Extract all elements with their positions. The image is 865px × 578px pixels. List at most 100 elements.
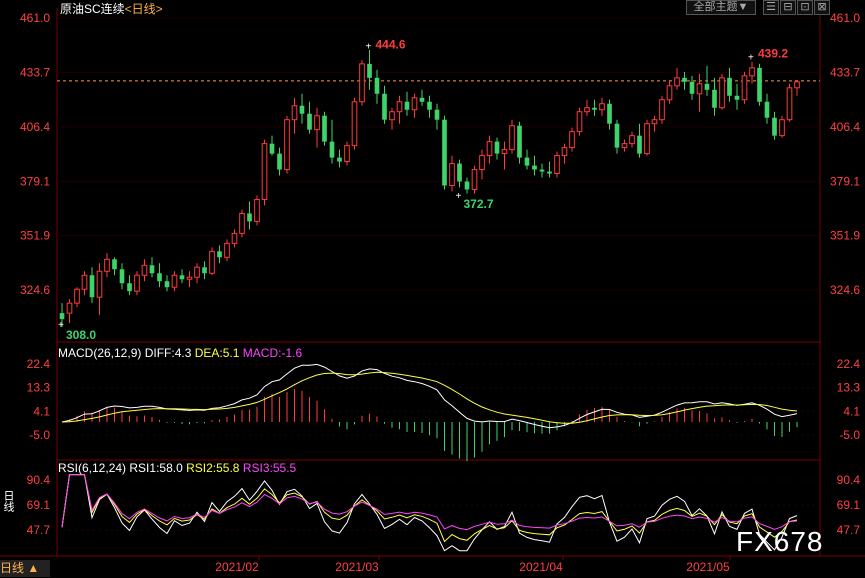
candle-body-down	[217, 251, 222, 258]
candle-body-down	[202, 267, 207, 274]
price-annotation: 444.6	[376, 38, 406, 52]
candle-body-up	[749, 67, 755, 77]
candle-body-down	[764, 101, 770, 118]
x-axis-label: 2021/05	[686, 560, 730, 574]
candle-body-down	[682, 77, 687, 82]
price-annotation: 308.0	[66, 328, 96, 342]
candle-body-up	[261, 143, 268, 200]
rsi3-line	[61, 474, 798, 531]
candle-body-down	[149, 265, 155, 274]
candle-body-down	[442, 119, 447, 186]
macd-legend: MACD(26,12,9) DIFF:4.3 DEA:5.1 MACD:-1.6	[58, 346, 302, 360]
candle-body-up	[644, 123, 650, 155]
candle-body-up	[479, 155, 485, 171]
candle-body-down	[734, 95, 740, 100]
candle-body-up	[141, 264, 148, 276]
candle-body-down	[112, 259, 117, 270]
rsi1-line	[61, 474, 798, 552]
candle-body-down	[434, 109, 440, 120]
candle-body-up	[231, 232, 238, 244]
candle-body-up	[621, 143, 628, 149]
price-tick-left: 351.9	[20, 229, 50, 243]
candle-body-up	[351, 101, 358, 147]
candle-body-up	[696, 83, 703, 95]
candle-body-up	[209, 250, 215, 274]
title-text: 原油SC连续	[60, 2, 125, 16]
candle-body-up	[291, 105, 298, 121]
rsi-legend: RSI(6,12,24) RSI1:58.0 RSI2:55.8 RSI3:55…	[58, 461, 296, 475]
candle-body-up	[239, 212, 245, 234]
candle-body-down	[607, 103, 612, 124]
candle-body-down	[757, 67, 762, 102]
period-tab[interactable]: 日线 ▲	[0, 560, 50, 577]
instrument-title: 原油SC连续<日线>	[60, 0, 163, 17]
rsi2-value: RSI2:55.8	[186, 461, 240, 475]
annotation-marker: +	[366, 42, 372, 53]
candle-body-up	[186, 276, 193, 280]
candle-body-down	[322, 115, 327, 142]
candle-body-up	[561, 147, 568, 157]
candle-body-up	[449, 163, 455, 187]
maximize-panel-button[interactable]: ⊡	[797, 0, 813, 15]
rsi2-line	[61, 474, 798, 543]
macd-macd-value: MACD:-1.6	[242, 346, 303, 360]
x-axis-label: 2021/04	[519, 560, 563, 574]
candle-body-up	[794, 81, 800, 89]
candle-body-down	[524, 157, 530, 166]
price-tick-left: 324.6	[20, 283, 50, 297]
candle-body-down	[367, 63, 372, 78]
list-button[interactable]: ☰	[763, 0, 779, 15]
rsi-tick-right: 90.4	[837, 473, 861, 487]
candle-body-up	[74, 288, 80, 304]
candle-body-up	[786, 87, 793, 121]
macd-diff-line	[61, 363, 798, 429]
rsi-tick-left: 90.4	[27, 473, 51, 487]
candle-body-down	[419, 97, 425, 102]
annotation-marker: +	[58, 320, 64, 331]
rsi-tick-right: 47.7	[837, 523, 861, 537]
macd-tick-right: 22.4	[837, 357, 861, 371]
candle-body-up	[501, 149, 508, 155]
period-tab-label: 日线	[0, 561, 25, 575]
candle-body-up	[651, 119, 658, 125]
macd-legend-label: MACD(26,12,9)	[58, 346, 142, 360]
price-tick-right: 406.4	[830, 120, 860, 134]
price-tick-right: 379.1	[830, 174, 860, 188]
candle-body-down	[277, 153, 282, 170]
candle-body-down	[247, 213, 252, 222]
candle-body-down	[157, 273, 162, 282]
price-tick-left: 433.7	[20, 65, 50, 79]
candle-body-up	[741, 75, 748, 101]
candle-body-up	[194, 266, 200, 278]
candle-body-down	[704, 83, 710, 90]
rsi-side-label: 日线	[2, 490, 14, 512]
candle-body-up	[344, 145, 350, 163]
period-text: <日线>	[124, 2, 163, 16]
maximize-icon: ⊡	[800, 1, 810, 13]
rsi3-value: RSI3:55.5	[242, 461, 297, 475]
candle-body-down	[119, 269, 125, 284]
candle-body-down	[382, 93, 387, 120]
minimize-panel-button[interactable]: ⊟	[780, 0, 796, 15]
candle-body-down	[592, 107, 597, 110]
candle-body-up	[134, 274, 140, 292]
candle-body-down	[307, 113, 312, 130]
price-tick-left: 379.1	[20, 174, 50, 188]
macd-tick-right: -5.0	[839, 428, 860, 442]
candle-body-up	[359, 63, 365, 103]
price-tick-right: 433.7	[830, 65, 860, 79]
candle-body-down	[127, 283, 132, 292]
theme-dropdown[interactable]: 全部主题▼	[686, 0, 756, 15]
candle-body-up	[171, 274, 178, 288]
candle-body-down	[464, 181, 470, 190]
candle-body-up	[224, 242, 230, 258]
candle-body-up	[471, 169, 478, 190]
close-panel-button[interactable]: ⊠	[814, 0, 830, 15]
macd-tick-left: 13.3	[27, 381, 51, 395]
candle-body-down	[337, 157, 342, 162]
arrow-up-icon: ▲	[27, 561, 40, 575]
candle-body-up	[81, 274, 88, 290]
candle-body-down	[772, 117, 777, 136]
rsi-legend-label: RSI(6,12,24)	[58, 461, 127, 475]
